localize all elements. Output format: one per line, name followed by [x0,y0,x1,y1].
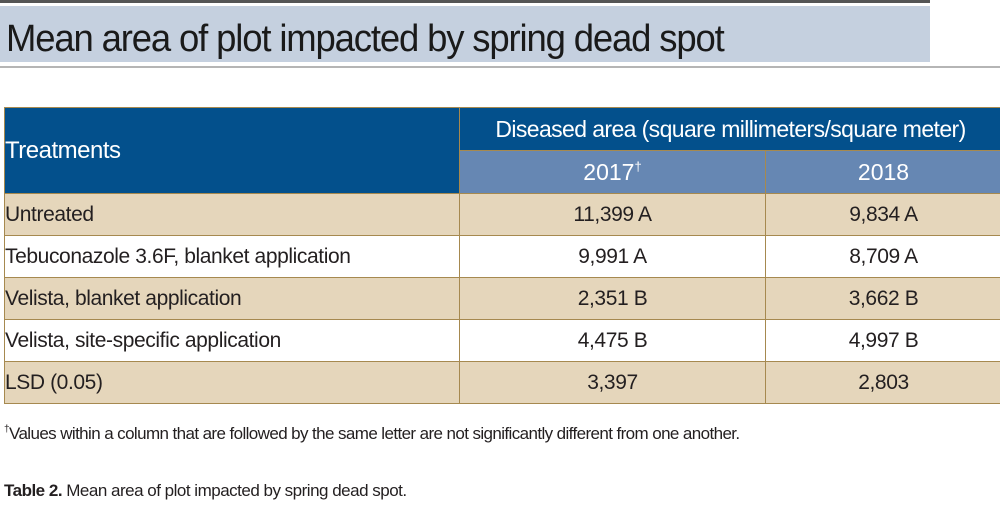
value-2018-cell: 3,662 B [765,277,1000,320]
table-row: Untreated 11,399 A 9,834 A [4,193,1000,236]
treatment-cell: LSD (0.05) [4,361,460,404]
value-2017-cell: 3,397 [459,361,766,404]
results-table: Treatments Diseased area (square millime… [4,107,1000,404]
page-title: Mean area of plot impacted by spring dea… [6,18,725,60]
value-2017-cell: 4,475 B [459,319,766,362]
dagger-marker: † [634,158,642,174]
caption-label: Table 2. [4,481,63,500]
title-banner: Mean area of plot impacted by spring dea… [0,6,930,62]
title-divider [0,66,1000,68]
header-row-2: 2017† 2018 [5,150,1000,194]
value-2018-cell: 8,709 A [765,235,1000,278]
treatment-cell: Velista, blanket application [4,277,460,320]
year-2017-header: 2017† [459,150,766,194]
caption-text: Mean area of plot impacted by spring dea… [62,481,407,500]
value-2017-cell: 2,351 B [459,277,766,320]
footnote: †Values within a column that are followe… [4,424,740,444]
top-rule [0,0,930,3]
value-2018-cell: 9,834 A [765,193,1000,236]
treatment-cell: Untreated [4,193,460,236]
treatments-header: Treatments [4,107,460,194]
treatment-cell: Tebuconazole 3.6F, blanket application [4,235,460,278]
table-row: Velista, blanket application 2,351 B 3,6… [4,277,1000,320]
year-label: 2018 [857,158,910,185]
year-label: 2017 [583,158,635,185]
table-row: Velista, site-specific application 4,475… [4,319,1000,362]
value-2018-cell: 2,803 [765,361,1000,404]
footnote-text: Values within a column that are followed… [8,424,740,443]
table-caption: Table 2. Mean area of plot impacted by s… [4,481,407,501]
year-2018-header: 2018 [765,150,1000,194]
header-row-1: Treatments Diseased area (square millime… [4,107,1000,194]
value-2018-cell: 4,997 B [765,319,1000,362]
value-2017-cell: 9,991 A [459,235,766,278]
value-2017-cell: 11,399 A [459,193,766,236]
dagger-marker: † [4,424,10,435]
table-row: Tebuconazole 3.6F, blanket application 9… [4,235,1000,278]
diseased-area-header: Diseased area (square millimeters/square… [459,107,1000,151]
treatment-cell: Velista, site-specific application [4,319,460,362]
table-row-lsd: LSD (0.05) 3,397 2,803 [4,361,1000,404]
